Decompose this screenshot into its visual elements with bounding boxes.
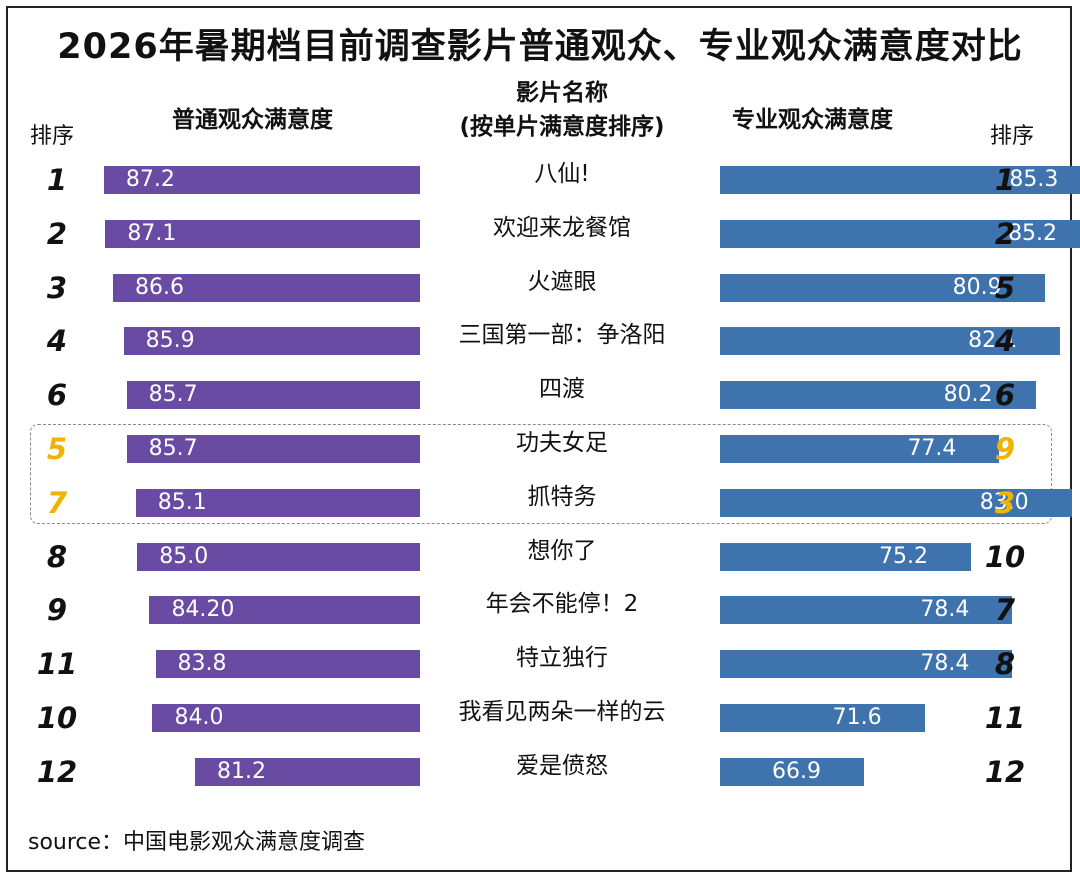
header-general-audience: 普通观众满意度 (172, 107, 333, 133)
value-label-general: 81.2 (217, 758, 267, 784)
bar-general (112, 273, 420, 302)
value-label-general: 85.9 (145, 328, 195, 354)
value-label-general: 83.8 (177, 651, 227, 677)
bar-professional (720, 435, 1000, 463)
value-label-general: 87.1 (127, 220, 177, 246)
bar-general (126, 381, 420, 410)
header-rank-left: 排序 (30, 124, 75, 149)
film-name: 火遮眼 (527, 268, 597, 295)
bar-professional (720, 327, 1061, 356)
header-film-name-line1: 影片名称 (516, 80, 608, 106)
value-label-professional: 77.4 (907, 436, 957, 461)
rank-professional: 11 (984, 701, 1026, 735)
rank-professional: 7 (994, 593, 1016, 628)
rank-professional: 6 (994, 378, 1016, 413)
rank-professional: 2 (994, 216, 1016, 251)
bar-professional (720, 704, 925, 732)
rank-professional: 3 (994, 485, 1016, 520)
value-label-general: 85.1 (157, 489, 207, 515)
value-label-general: 86.6 (134, 274, 184, 300)
bar-general (152, 704, 420, 732)
source-note: source：中国电影观众满意度调查 (28, 830, 366, 855)
value-label-general: 84.0 (174, 705, 224, 730)
rank-professional: 1 (994, 163, 1016, 197)
film-name: 想你了 (527, 537, 597, 564)
value-label-general: 84.20 (171, 597, 235, 623)
rank-professional: 5 (994, 270, 1016, 305)
rank-general: 4 (46, 324, 68, 359)
film-name: 功夫女足 (516, 430, 608, 456)
value-label-professional: 85.2 (1008, 220, 1058, 246)
bar-general (105, 219, 420, 248)
rank-general: 9 (46, 593, 68, 628)
bar-general (135, 488, 420, 517)
film-name: 三国第一部：争洛阳 (458, 322, 666, 349)
bar-general (155, 650, 420, 679)
film-name: 爱是偾怒 (516, 752, 608, 779)
rank-general: 11 (36, 647, 78, 682)
rank-professional: 8 (994, 647, 1016, 682)
rank-professional: 10 (984, 539, 1026, 574)
chart-title: 2026年暑期档目前调查影片普通观众、专业观众满意度对比 (57, 27, 1023, 67)
bar-general (103, 166, 420, 194)
header-professional-audience: 专业观众满意度 (732, 107, 893, 133)
bar-professional (720, 273, 1045, 302)
value-label-professional: 75.2 (879, 543, 929, 569)
value-label-professional: 66.9 (772, 758, 821, 784)
rank-general: 5 (46, 432, 68, 466)
film-name: 八仙! (534, 161, 590, 187)
film-name: 抓特务 (527, 483, 597, 510)
bar-general (149, 596, 420, 625)
rank-general: 8 (46, 539, 68, 574)
rank-professional: 9 (994, 432, 1016, 466)
rank-general: 7 (46, 485, 68, 520)
value-label-professional: 71.6 (832, 705, 882, 730)
bar-professional (720, 650, 1013, 679)
bar-general (137, 542, 420, 571)
bar-professional (720, 542, 972, 571)
rank-general: 10 (36, 701, 78, 735)
value-label-professional: 78.4 (920, 651, 970, 677)
rank-professional: 4 (994, 324, 1016, 359)
rank-professional: 12 (984, 754, 1026, 789)
rank-general: 2 (46, 216, 68, 251)
value-label-general: 87.2 (125, 167, 175, 192)
film-name: 特立独行 (516, 645, 608, 672)
value-label-professional: 78.4 (920, 597, 970, 623)
value-label-general: 85.0 (159, 543, 209, 569)
value-label-general: 85.7 (148, 382, 198, 408)
value-label-professional: 82.1 (968, 328, 1018, 354)
header-film-name: 影片名称 (按单片满意度排序) (412, 76, 712, 144)
bar-professional (720, 596, 1013, 625)
rank-general: 6 (46, 378, 68, 413)
rank-general: 12 (36, 754, 78, 789)
bar-professional (720, 757, 864, 786)
highlight-box (30, 424, 1052, 524)
chart-frame (6, 6, 1072, 872)
rank-general: 1 (46, 163, 68, 197)
film-name: 我看见两朵一样的云 (458, 699, 666, 725)
value-label-professional: 80.2 (943, 382, 993, 408)
film-name: 四渡 (539, 376, 585, 403)
bar-professional (720, 219, 1080, 248)
rank-general: 3 (46, 270, 68, 305)
value-label-professional: 80.9 (952, 274, 1002, 300)
header-rank-right: 排序 (990, 124, 1035, 149)
bar-general (126, 435, 420, 463)
value-label-professional: 85.3 (1009, 167, 1059, 192)
value-label-general: 85.7 (148, 436, 198, 461)
header-film-name-line2: (按单片满意度排序) (459, 114, 665, 140)
bar-professional (720, 381, 1036, 410)
film-name: 欢迎来龙餐馆 (493, 214, 631, 241)
value-label-professional: 83.0 (979, 489, 1029, 515)
bar-professional (720, 488, 1072, 517)
bar-general (195, 757, 420, 786)
bar-professional (720, 166, 1080, 194)
bar-general (123, 327, 420, 356)
film-name: 年会不能停！2 (485, 591, 639, 618)
